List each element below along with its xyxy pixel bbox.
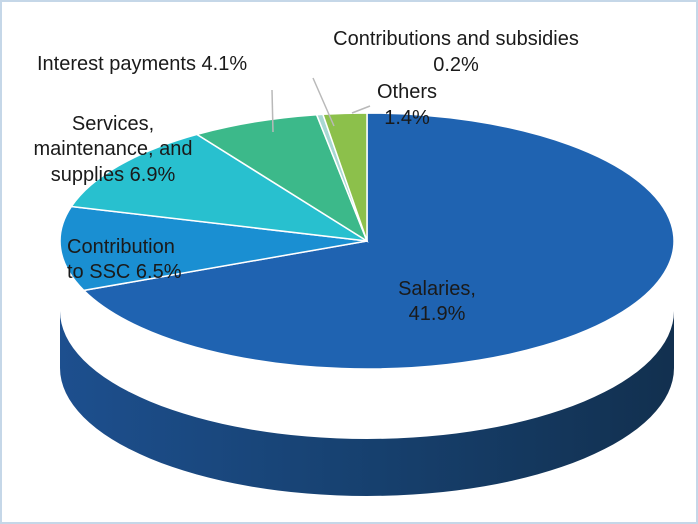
leader-line-others (351, 105, 371, 114)
label-others-line2: 1.4% (384, 107, 430, 129)
label-services-line1: Services, (72, 113, 154, 135)
label-salaries-line1: Salaries, (398, 278, 476, 300)
label-interest: Interest payments 4.1% (37, 53, 247, 75)
label-contributions-subsidies-line2: 0.2% (433, 54, 479, 76)
pie-slice-interest (195, 113, 369, 243)
leader-line-interest (271, 89, 274, 133)
pie-side-wall (60, 311, 674, 496)
pie-slices (59, 112, 675, 370)
leader-line-contributions-subsidies (312, 77, 335, 127)
label-ssc-line1: Contribution (67, 236, 175, 258)
label-services-line2: maintenance, and (33, 138, 192, 160)
label-others-line1: Others (377, 81, 437, 103)
label-ssc-line2: to SSC 6.5% (67, 261, 182, 283)
pie-slice-contribution-ssc (59, 205, 368, 292)
label-salaries-line2: 41.9% (409, 303, 466, 325)
pie-slice-salaries (82, 112, 675, 370)
pie-slice-others (321, 112, 368, 242)
label-contributions-subsidies-line1: Contributions and subsidies (333, 28, 579, 50)
label-services-line3: supplies 6.9% (51, 164, 176, 186)
pie-slice-services (70, 133, 368, 242)
